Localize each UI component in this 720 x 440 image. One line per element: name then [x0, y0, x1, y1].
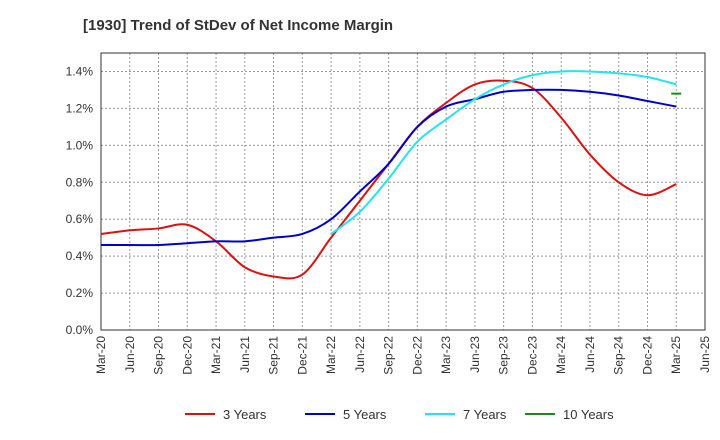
x-tick-label: Mar-20	[94, 336, 108, 374]
y-tick-label: 1.0%	[66, 138, 94, 152]
legend: 3 Years 5 Years 7 Years 10 Years	[185, 407, 614, 422]
y-tick-label: 0.8%	[66, 175, 94, 189]
y-tick-label: 1.4%	[66, 64, 94, 78]
y-tick-label: 0.2%	[66, 286, 94, 300]
y-tick-label: 1.2%	[66, 101, 94, 115]
x-tick-label: Jun-23	[468, 336, 482, 373]
x-tick-label: Jun-22	[353, 336, 367, 373]
x-tick-label: Sep-24	[612, 336, 626, 375]
series	[100, 70, 682, 280]
y-axis-ticks: 0.0% 0.2% 0.4% 0.6% 0.8% 1.0% 1.2% 1.4%	[66, 64, 94, 337]
y-tick-label: 0.0%	[66, 323, 94, 337]
x-axis-ticks: Mar-20 Jun-20 Sep-20 Dec-20 Mar-21 Jun-21 Sep-…	[94, 336, 712, 375]
x-tick-label: Mar-24	[554, 336, 568, 374]
x-tick-label: Sep-23	[497, 336, 511, 375]
y-tick-label: 0.4%	[66, 249, 94, 263]
legend-label: 7 Years	[463, 407, 507, 422]
x-tick-label: Mar-22	[324, 336, 338, 374]
x-tick-label: Dec-23	[525, 336, 539, 375]
x-tick-label: Mar-23	[439, 336, 453, 374]
x-tick-label: Jun-25	[698, 336, 712, 373]
x-tick-label: Dec-24	[640, 336, 654, 375]
plot-area	[100, 52, 706, 331]
x-tick-label: Jun-20	[123, 336, 137, 373]
x-tick-label: Dec-21	[295, 336, 309, 375]
x-tick-label: Jun-24	[583, 336, 597, 373]
x-tick-label: Mar-25	[669, 336, 683, 374]
legend-label: 5 Years	[343, 407, 387, 422]
x-tick-label: Jun-21	[238, 336, 252, 373]
x-tick-label: Sep-22	[382, 336, 396, 375]
x-tick-label: Sep-21	[267, 336, 281, 375]
y-tick-label: 0.6%	[66, 212, 94, 226]
legend-label: 10 Years	[563, 407, 614, 422]
chart-title: [1930] Trend of StDev of Net Income Marg…	[83, 17, 393, 34]
x-tick-label: Dec-20	[180, 336, 194, 375]
series-line-5-years	[100, 88, 677, 247]
x-tick-label: Sep-20	[152, 336, 166, 375]
legend-label: 3 Years	[223, 407, 267, 422]
x-tick-label: Dec-22	[410, 336, 424, 375]
series-line-7-years	[330, 70, 677, 235]
x-tick-label: Mar-21	[209, 336, 223, 374]
